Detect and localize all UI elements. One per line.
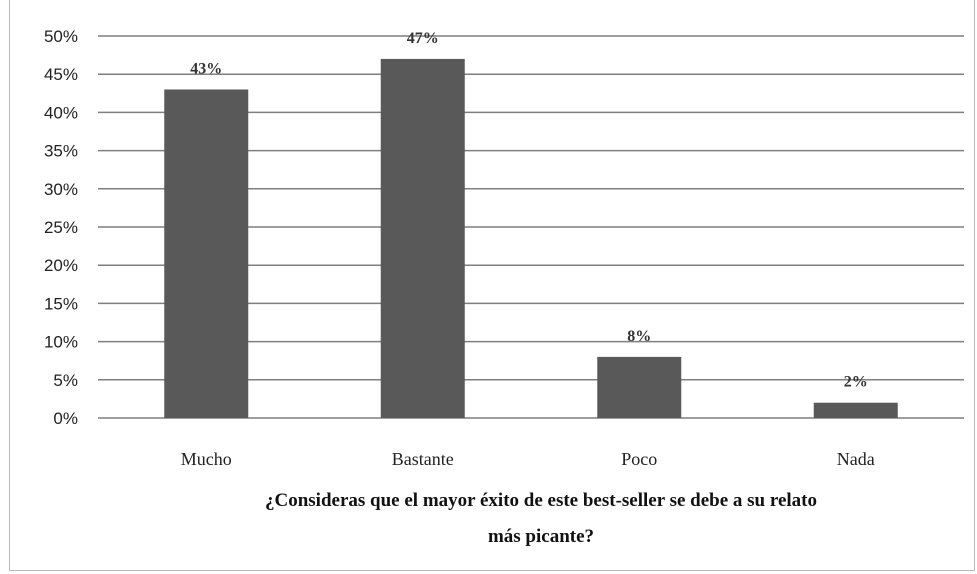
data-label: 43% xyxy=(190,60,222,77)
data-label: 2% xyxy=(844,374,868,391)
x-category-label: Nada xyxy=(837,449,875,469)
bar-bastante xyxy=(380,58,465,419)
y-tick-label: 45% xyxy=(44,65,78,84)
data-labels: 43% 47% 8% 2% xyxy=(190,30,868,391)
x-category-label: Poco xyxy=(621,449,657,469)
y-tick-label: 25% xyxy=(44,218,78,237)
x-category-label: Bastante xyxy=(392,449,454,469)
bars xyxy=(164,58,898,419)
bar-poco xyxy=(597,356,682,418)
x-category-label: Mucho xyxy=(181,449,232,469)
y-tick-label: 20% xyxy=(44,256,78,275)
axis-title-line-1: ¿Consideras que el mayor éxito de este b… xyxy=(265,490,817,511)
x-axis-category-labels: Mucho Bastante Poco Nada xyxy=(181,449,875,469)
y-tick-label: 5% xyxy=(53,371,78,390)
y-tick-label: 30% xyxy=(44,180,78,199)
bar-mucho xyxy=(164,89,249,418)
y-tick-label: 50% xyxy=(44,27,78,46)
y-tick-label: 15% xyxy=(44,294,78,313)
chart-frame xyxy=(9,0,975,571)
y-tick-label: 35% xyxy=(44,142,78,161)
y-axis-tick-labels: 0% 5% 10% 15% 20% 25% 30% 35% 40% 45% 50% xyxy=(44,27,78,428)
data-label: 8% xyxy=(627,328,651,345)
y-tick-label: 0% xyxy=(53,409,78,428)
data-label: 47% xyxy=(407,30,439,47)
y-tick-label: 40% xyxy=(44,103,78,122)
axis-title-line-2: más picante? xyxy=(488,526,594,547)
bar-nada xyxy=(813,402,898,418)
y-tick-label: 10% xyxy=(44,333,78,352)
